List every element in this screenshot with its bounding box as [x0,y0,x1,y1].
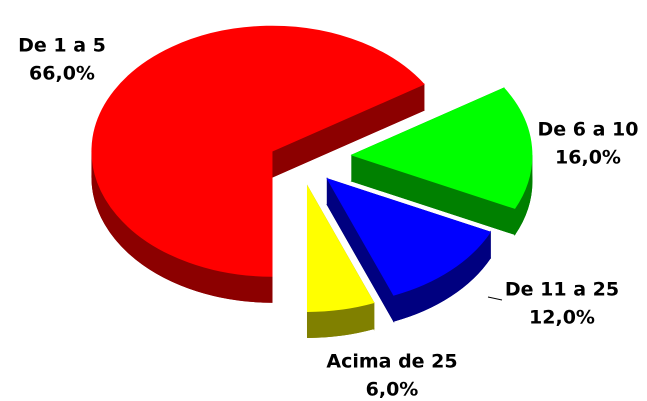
slice-label: De 6 a 10 [538,119,639,141]
slice-label: De 1 a 5 [18,35,106,57]
slice-label: De 11 a 25 [505,279,619,301]
slice-top [91,25,425,277]
slice-value-label: 12,0% [529,307,595,329]
slice-value-label: 16,0% [555,147,621,169]
pie-slice [91,25,425,303]
pie-slice [350,87,533,236]
pie-slice [306,184,375,338]
slice-top [306,184,375,312]
leader-line [487,296,503,301]
slice-value-label: 66,0% [29,63,95,85]
slice-label: Acima de 25 [326,351,457,373]
slice-top [326,177,492,296]
slice-value-label: 6,0% [366,379,419,401]
slice-top [350,87,533,209]
pie-slice [326,176,492,323]
